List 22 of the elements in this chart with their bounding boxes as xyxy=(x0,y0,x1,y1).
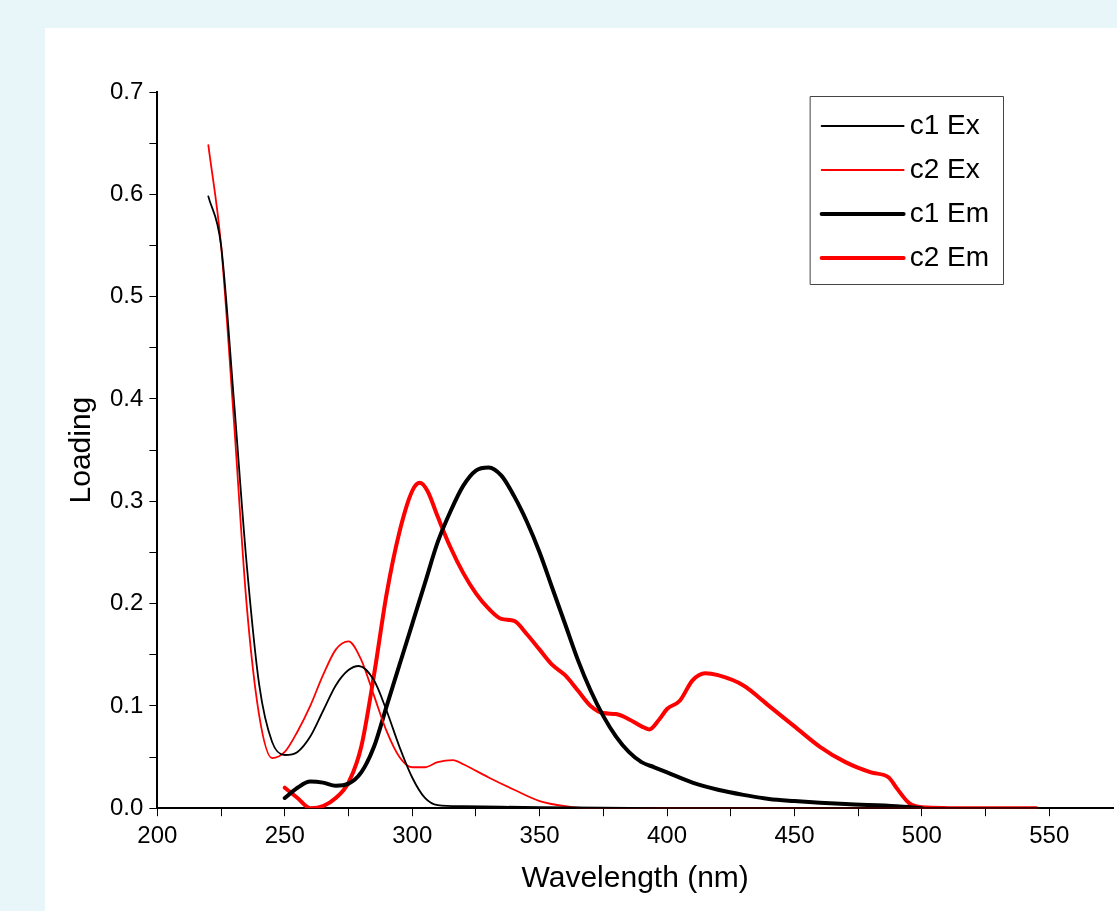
x-tick-label: 250 xyxy=(264,821,305,849)
y-tick-label: 0.0 xyxy=(109,792,144,820)
y-tick-label: 0.7 xyxy=(109,76,144,104)
x-tick-label: 400 xyxy=(647,821,688,849)
x-tick-label: 200 xyxy=(137,821,178,849)
x-tick-label: 500 xyxy=(901,821,942,849)
x-tick-label: 550 xyxy=(1029,821,1070,849)
y-tick-label: 0.6 xyxy=(109,178,144,206)
x-tick-label: 450 xyxy=(774,821,815,849)
y-tick-label: 0.4 xyxy=(109,383,144,411)
x-tick-label: 350 xyxy=(519,821,560,849)
legend-label: c1 Em xyxy=(909,196,990,228)
y-tick-label: 0.2 xyxy=(109,588,144,616)
legend-label: c2 Ex xyxy=(909,152,980,184)
y-axis-title: Loading xyxy=(63,396,97,504)
y-tick-label: 0.5 xyxy=(109,281,144,309)
legend-label: c2 Em xyxy=(909,240,990,272)
x-axis-title: Wavelength (nm) xyxy=(521,860,749,894)
x-tick-label: 300 xyxy=(392,821,433,849)
legend-label: c1 Ex xyxy=(909,108,980,140)
y-tick-label: 0.1 xyxy=(109,690,144,718)
y-tick-label: 0.3 xyxy=(109,485,144,513)
